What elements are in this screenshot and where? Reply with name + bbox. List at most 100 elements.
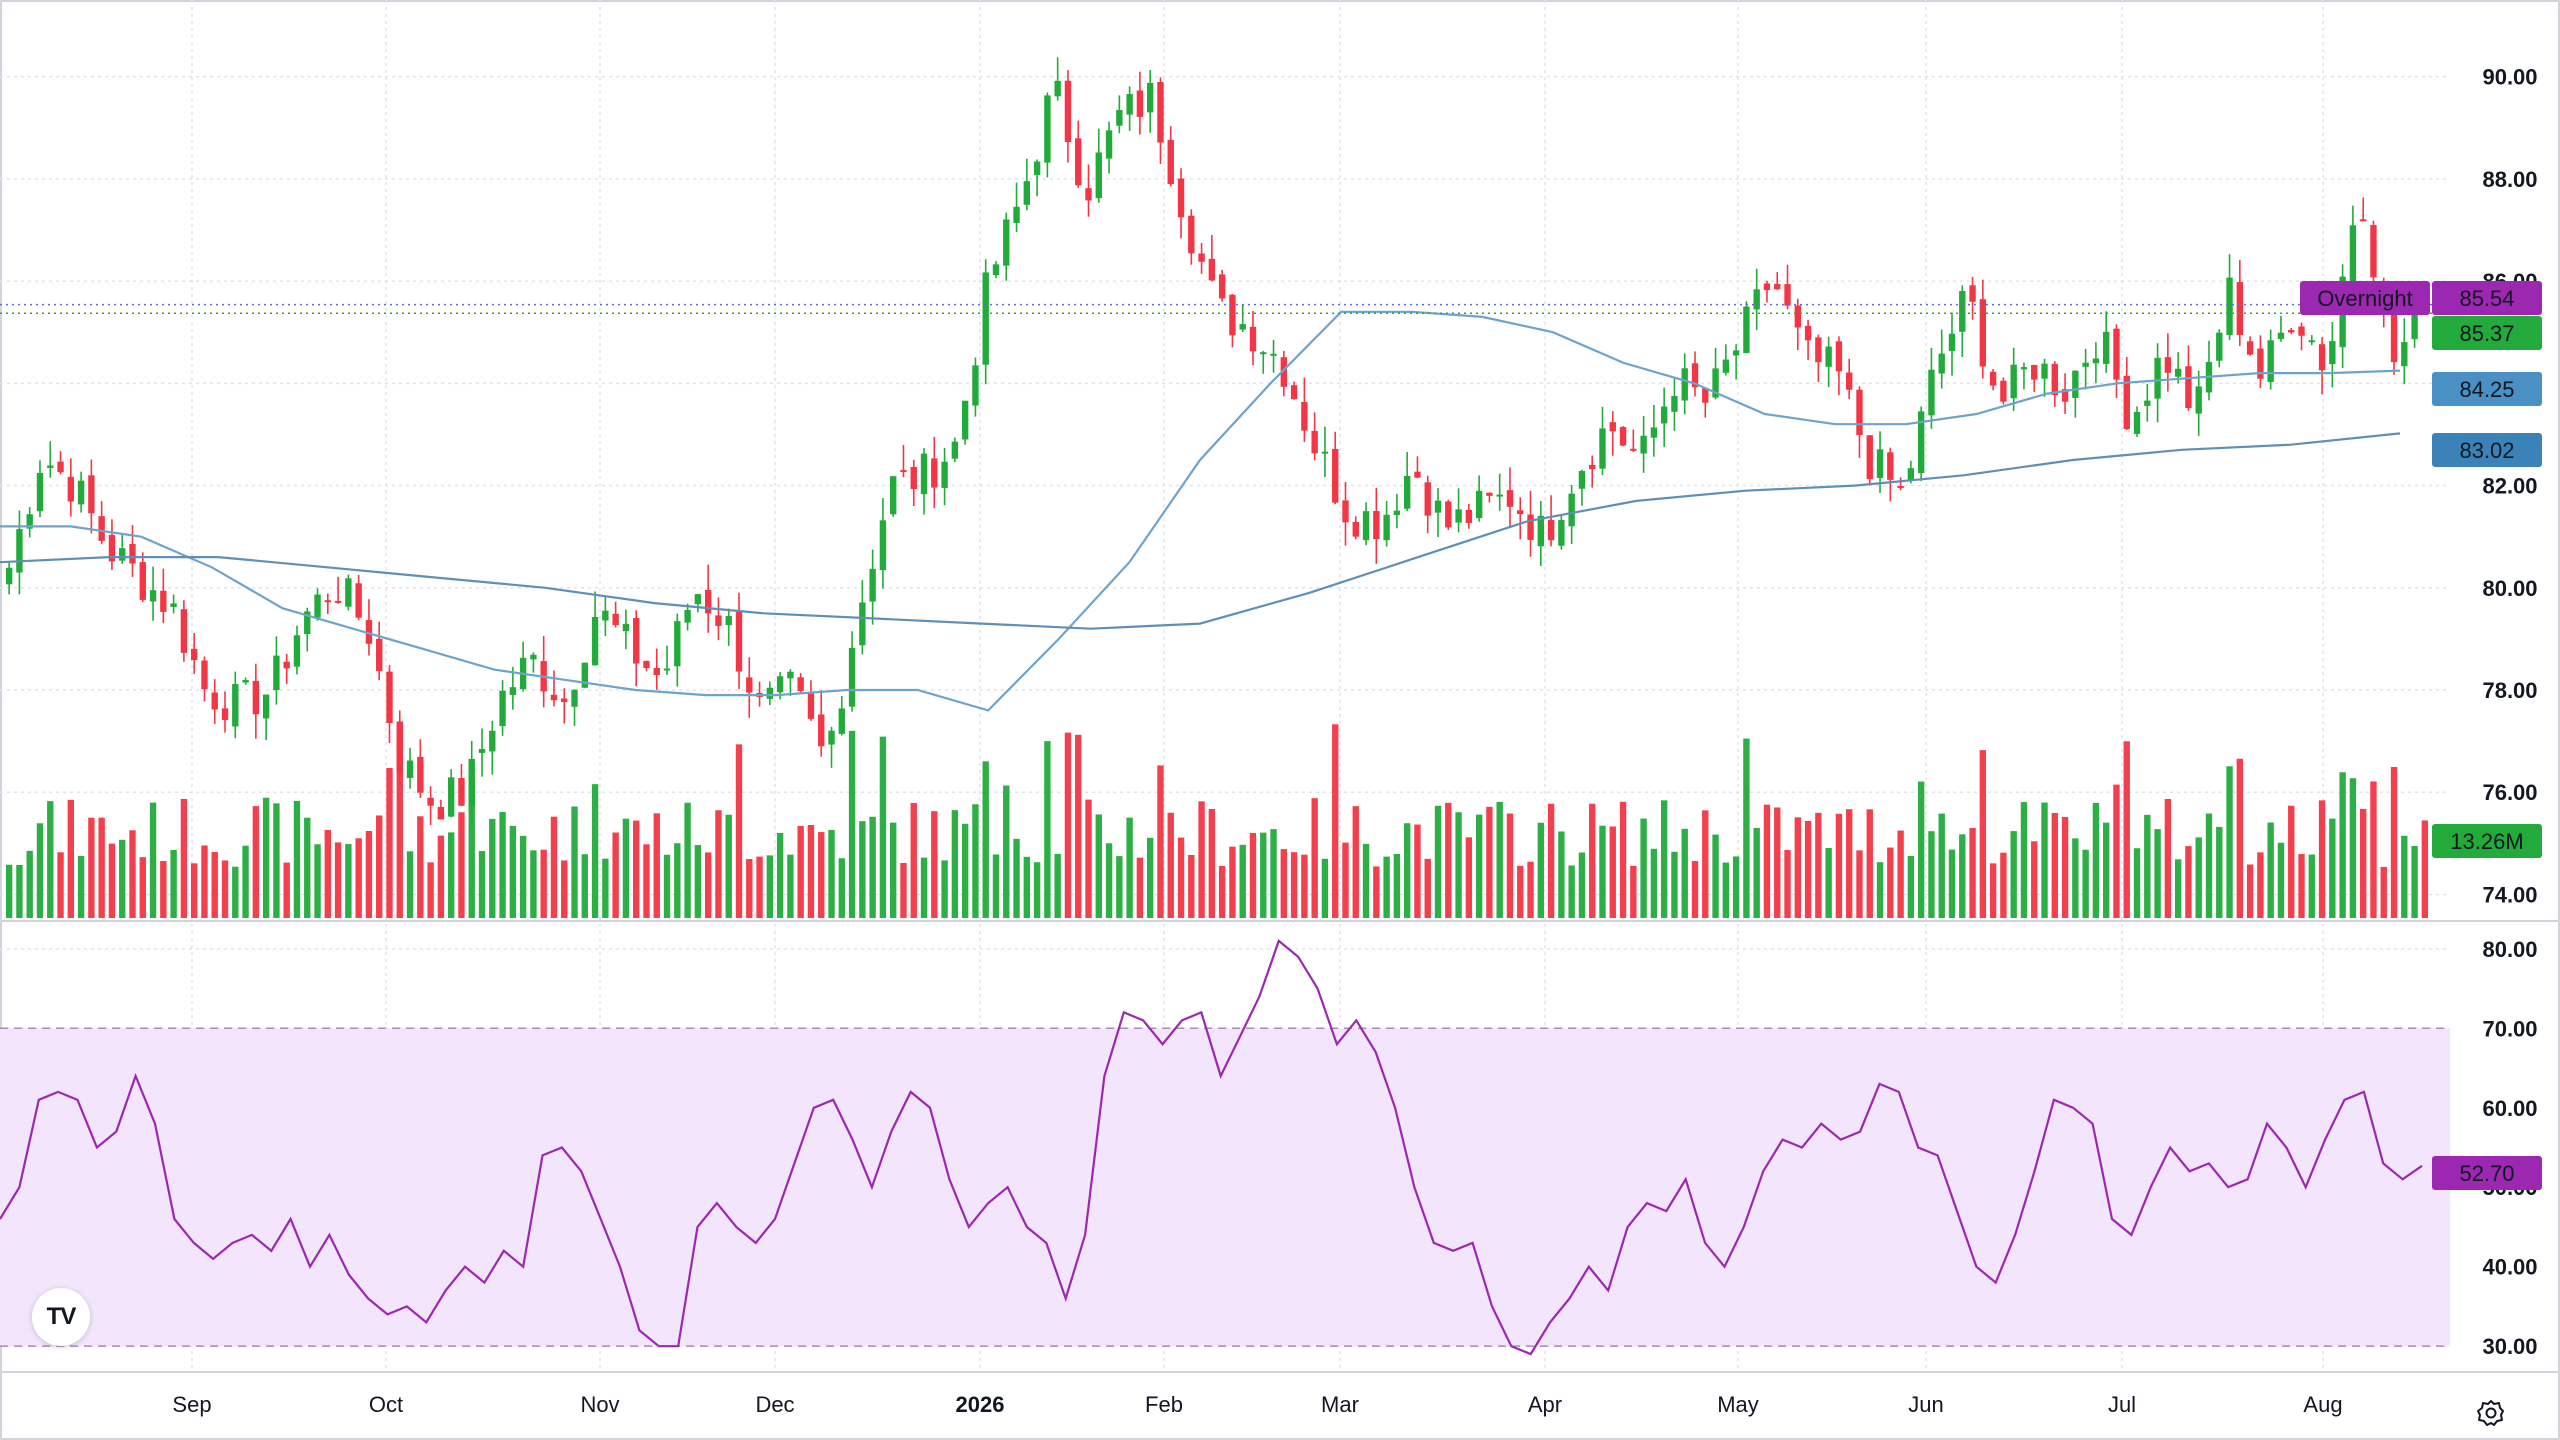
volume-bar [550,816,558,918]
volume-bar [1825,848,1832,918]
volume-bar [57,852,64,918]
rsi-tick-label: 40.00 [2482,1255,2537,1280]
date-tick-label: Jul [2108,1392,2136,1417]
candle-body [1794,305,1801,328]
candle-body [776,676,784,693]
volume-bar [1218,865,1226,918]
volume-bar [2103,822,2110,918]
candle-body [828,730,835,745]
candle-body [1568,493,1575,527]
candle-body [2051,363,2058,396]
volume-bar [1352,806,1359,918]
candle-body [1393,510,1401,516]
candle-body [787,671,794,679]
date-tick-label: Aug [2303,1392,2342,1417]
volume-bar [478,851,486,918]
volume-bar [1619,801,1627,918]
candle-body [2308,340,2315,343]
volume-bar [242,845,249,918]
volume-bar [1157,765,1164,918]
volume-bar [2411,846,2418,918]
volume-bar [1146,837,1154,918]
candle-body [1311,430,1318,454]
volume-bar [1434,805,1442,918]
candle-body [1424,482,1431,516]
volume-bar [1650,848,1658,918]
volume-bar [828,829,835,918]
volume-bar [345,844,352,918]
candle-body [2329,341,2336,365]
candle-body [2072,370,2079,398]
volume-bar [1414,824,1421,918]
volume-bar [468,779,475,918]
volume-bar [1301,854,1308,918]
candle-body [232,684,239,727]
volume-bar [252,806,260,918]
candle-body [1506,490,1514,507]
volume-bar [1660,800,1668,918]
candle-body [2061,389,2069,402]
candle-body [2174,368,2182,377]
volume-bar [2020,802,2028,918]
volume-bar [149,802,157,918]
candle-body [1517,510,1524,515]
candle-body [345,578,352,607]
volume-bar [201,845,208,918]
volume-bar [859,821,866,918]
volume-bar [725,814,732,918]
volume-bar [1876,862,1884,918]
rsi-label-value: 52.70 [2459,1161,2514,1186]
volume-bar [1928,831,1935,918]
candle-body [2154,357,2161,399]
volume-bar [406,851,414,918]
candle-body [1496,494,1503,497]
candle-body [1722,359,1730,373]
volume-bar [1835,813,1843,918]
volume-bar [2349,778,2357,918]
date-tick-label: Dec [755,1392,794,1417]
candle-body [1434,500,1442,513]
candle-body [1486,492,1493,496]
candle-body [2349,225,2357,283]
volume-bar [47,801,54,918]
candle-body [2164,357,2172,373]
price-tick-label: 76.00 [2482,780,2537,805]
candle-body [2195,386,2202,414]
candle-body [1465,509,1473,523]
candle-body [201,660,208,690]
volume-bar [1589,803,1596,918]
volume-bar [1332,724,1339,918]
candle-body [2359,219,2367,222]
candle-body [746,677,753,693]
volume-bar [1640,818,1647,918]
volume-bar [694,845,702,918]
tradingview-logo[interactable]: TV [32,1288,90,1346]
settings-icon[interactable] [2474,1396,2508,1430]
volume-bar [489,818,496,918]
volume-bar [119,839,126,918]
volume-bar [735,744,743,918]
candle-body [725,616,732,626]
candle-body [386,671,393,723]
candle-body [2031,364,2038,380]
volume-bar [1044,741,1051,918]
volume-bar [1774,807,1781,918]
candle-body [1897,485,1904,488]
volume-bar [879,736,887,918]
volume-bar [170,849,177,918]
candle-body [1547,519,1555,541]
ma-slow-line [0,432,2401,630]
candle-body [67,476,75,502]
candle-body [735,611,743,672]
candle-body [1218,274,1226,299]
volume-bar [293,800,301,918]
volume-bar [108,843,116,918]
candle-body [1013,206,1020,223]
candle-body [1136,90,1144,117]
rsi-line [0,939,2423,1356]
candle-body [2010,364,2017,399]
volume-bar [376,815,383,918]
candle-body [2113,328,2120,380]
volume-bar [2226,766,2233,918]
